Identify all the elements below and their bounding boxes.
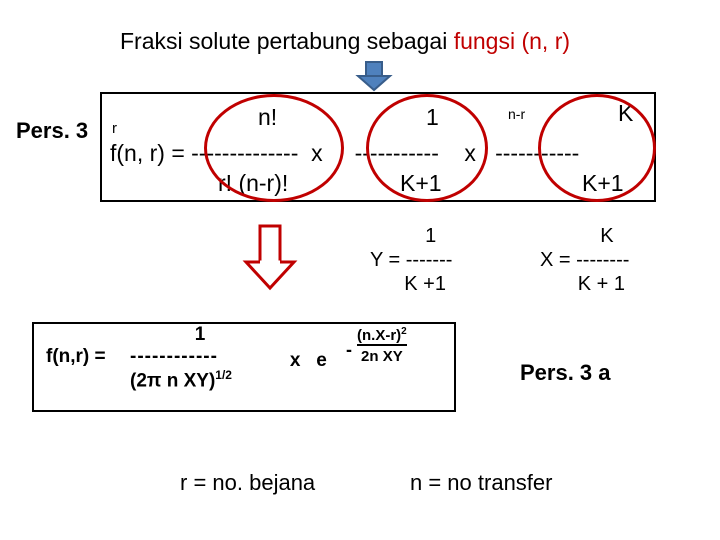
- formula-mid: x e: [274, 350, 327, 372]
- formula-fraction-1: 1 ------------ (2π n XY)1/2: [130, 324, 270, 392]
- equation-label-3: Pers. 3: [16, 118, 88, 144]
- highlight-oval-1: [204, 94, 344, 202]
- slide-title: Fraksi solute pertabung sebagai fungsi (…: [120, 28, 570, 55]
- x-equation: K X = -------- K + 1: [540, 224, 629, 296]
- eq-superscript-r: r: [112, 120, 117, 137]
- y-equation: 1 Y = ------- K +1: [370, 224, 452, 296]
- eq-superscript-nr: n-r: [508, 106, 525, 122]
- title-black: Fraksi solute pertabung sebagai: [120, 28, 454, 54]
- formula-box: f(n,r) = 1 ------------ (2π n XY)1/2 x e…: [32, 322, 456, 412]
- formula-lhs: f(n,r) =: [46, 346, 106, 368]
- highlight-oval-3: [538, 94, 656, 202]
- big-arrow-down-icon: [242, 222, 298, 299]
- eq-main-line: f(n, r) = -------------- x ----------- x…: [110, 140, 579, 167]
- highlight-oval-2: [366, 94, 488, 202]
- equation-label-3a: Pers. 3 a: [520, 360, 611, 386]
- formula-exponent: - (n.X-r)2 2n XY: [346, 326, 407, 365]
- title-red: fungsi (n, r): [454, 28, 570, 54]
- legend-r: r = no. bejana: [180, 470, 315, 496]
- legend-n: n = no transfer: [410, 470, 552, 496]
